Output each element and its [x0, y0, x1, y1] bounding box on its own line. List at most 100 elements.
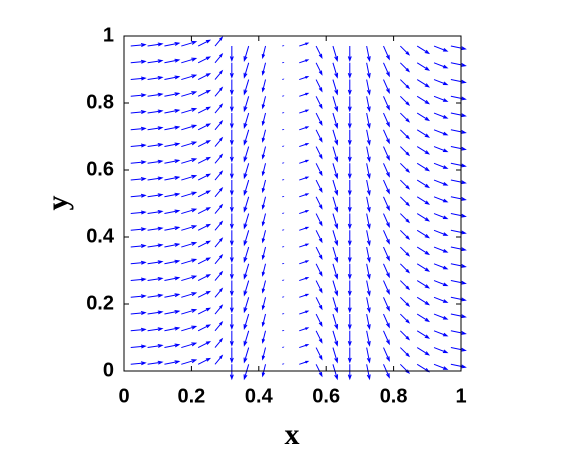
arrow — [164, 242, 181, 248]
arrow — [261, 280, 267, 294]
arrow — [243, 196, 250, 213]
arrow — [197, 357, 212, 365]
arrow — [332, 96, 339, 113]
arrow — [332, 62, 339, 79]
arrow — [399, 246, 411, 257]
arrow — [214, 52, 224, 64]
arrow — [229, 213, 234, 230]
arrow — [164, 159, 181, 164]
arrow — [164, 360, 181, 365]
arrow — [147, 126, 164, 131]
arrow — [347, 96, 352, 113]
arrow — [243, 96, 250, 113]
arrow — [416, 229, 431, 239]
arrow — [243, 297, 250, 314]
x-tick-label: 0 — [118, 385, 129, 407]
arrow — [332, 129, 339, 146]
arrow — [399, 45, 411, 56]
arrow — [347, 314, 352, 331]
arrow — [229, 79, 234, 96]
arrow — [229, 46, 234, 63]
arrow — [347, 146, 352, 163]
arrow — [450, 79, 467, 84]
arrow — [299, 143, 310, 148]
arrow — [366, 364, 371, 381]
arrow — [130, 227, 147, 232]
arrow — [366, 280, 371, 297]
arrow — [433, 280, 449, 287]
arrow — [164, 293, 181, 298]
arrow — [130, 93, 147, 98]
arrow — [315, 62, 323, 76]
arrow — [243, 179, 250, 196]
arrow — [243, 79, 250, 96]
arrow — [243, 146, 250, 163]
arrow — [416, 146, 431, 155]
arrow — [181, 308, 198, 315]
arrow — [366, 330, 371, 347]
arrow — [261, 263, 267, 277]
arrow — [130, 311, 147, 315]
arrow — [181, 225, 198, 231]
arrow — [366, 62, 371, 79]
arrow — [383, 280, 390, 295]
arrow — [399, 213, 411, 224]
arrow — [130, 193, 147, 198]
arrow — [366, 79, 371, 96]
arrow — [399, 280, 411, 291]
arrow — [147, 143, 164, 148]
arrow — [332, 112, 339, 129]
arrow — [261, 297, 267, 311]
arrow — [229, 263, 234, 280]
arrow — [347, 297, 352, 314]
arrow — [347, 163, 352, 180]
arrow — [130, 177, 147, 181]
arrow — [243, 364, 250, 381]
arrow — [164, 175, 181, 181]
arrow — [366, 196, 371, 213]
arrow — [332, 280, 339, 297]
arrow — [383, 330, 390, 346]
arrow — [261, 112, 267, 127]
arrow — [214, 136, 224, 147]
arrow — [366, 230, 371, 247]
arrow — [347, 230, 352, 247]
arrow — [332, 146, 339, 163]
arrow — [450, 363, 467, 369]
y-tick-label: 0.8 — [86, 91, 114, 113]
arrow — [214, 153, 224, 164]
arrow — [147, 176, 164, 181]
arrow — [130, 59, 147, 64]
arrow — [299, 176, 310, 181]
arrow — [197, 307, 212, 315]
arrow — [164, 192, 181, 198]
arrow — [399, 330, 411, 341]
arrow — [181, 74, 198, 81]
arrow — [347, 213, 352, 230]
arrow — [299, 327, 310, 332]
arrow — [299, 59, 310, 64]
arrow — [299, 293, 310, 298]
arrow — [261, 313, 267, 328]
arrow — [433, 296, 449, 303]
arrow — [181, 124, 198, 131]
arrow — [315, 213, 323, 227]
arrow — [181, 57, 198, 64]
arrow — [383, 112, 390, 128]
arrow — [299, 76, 310, 81]
arrow — [315, 230, 323, 244]
arrow — [315, 163, 323, 177]
arrow — [332, 45, 339, 62]
arrow — [147, 243, 164, 248]
arrow — [347, 347, 352, 364]
arrow — [332, 213, 339, 230]
arrow — [243, 230, 250, 247]
arrow — [347, 280, 352, 297]
arrow — [229, 96, 234, 113]
arrow — [130, 327, 147, 332]
arrow — [383, 146, 390, 161]
arrow — [261, 213, 267, 227]
arrow — [433, 196, 449, 203]
